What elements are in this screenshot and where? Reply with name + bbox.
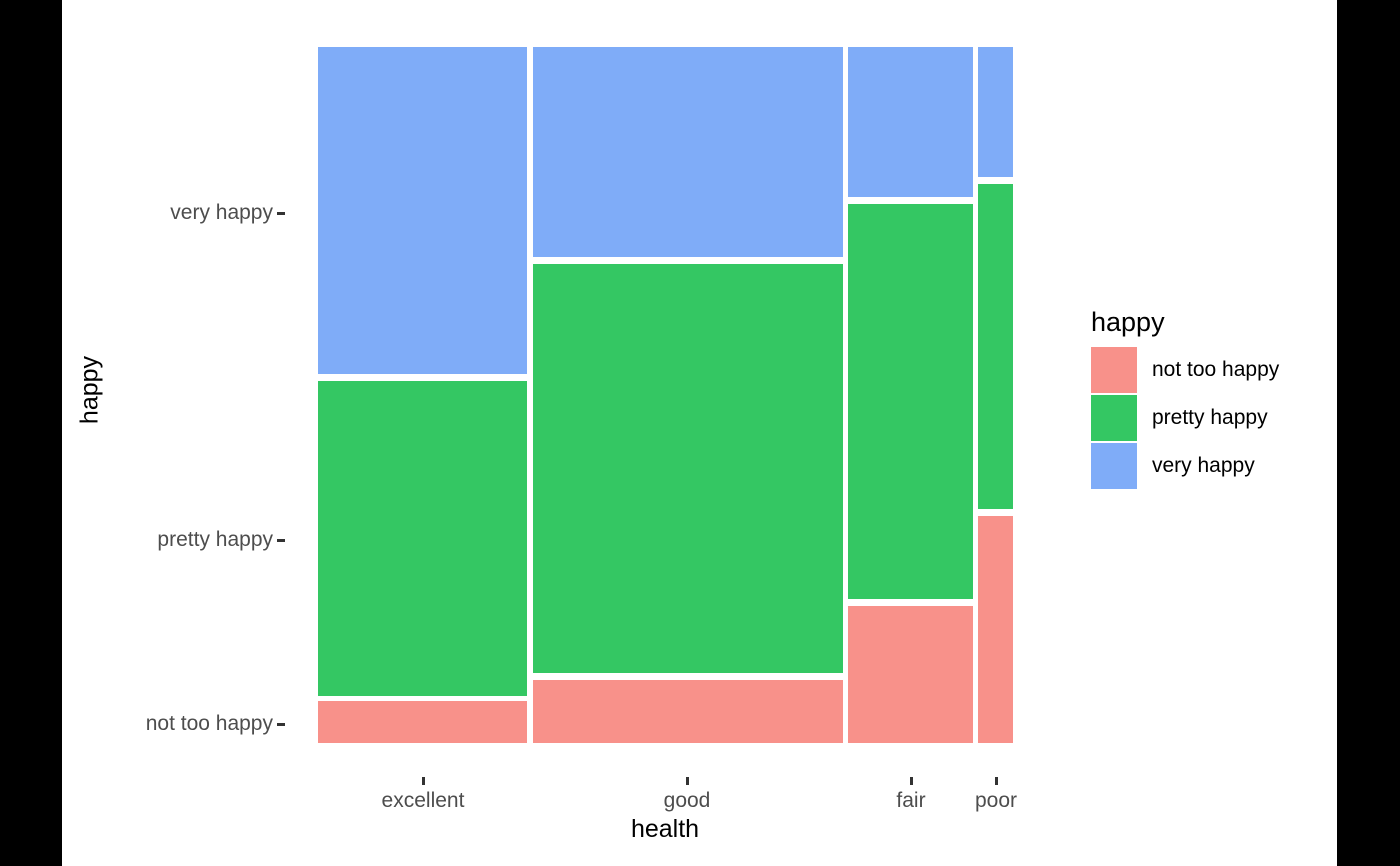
tile-poor-pretty-happy	[978, 184, 1013, 509]
x-tick-label-good: good	[663, 789, 711, 812]
x-tick-poor	[995, 777, 998, 785]
legend-title: happy	[1091, 307, 1165, 337]
tile-fair-not-too-happy	[848, 606, 973, 743]
legend-label: very happy	[1152, 454, 1255, 477]
y-tick-label-pretty-happy: pretty happy	[157, 528, 273, 551]
x-tick-label-poor: poor	[974, 789, 1018, 812]
y-tick-label-not-too-happy: not too happy	[145, 712, 273, 735]
x-tick-label-excellent: excellent	[381, 789, 465, 812]
tile-excellent-not-too-happy	[318, 701, 527, 743]
legend-item-not-too-happy: not too happy	[1091, 347, 1279, 393]
legend-item-very-happy: very happy	[1091, 443, 1279, 489]
legend-swatch-pretty-happy-icon	[1091, 395, 1137, 441]
x-axis-title: health	[630, 815, 700, 843]
legend-item-pretty-happy: pretty happy	[1091, 395, 1279, 441]
legend: happy not too happy pretty happy very ha…	[1091, 306, 1279, 491]
legend-swatch-not-too-happy-icon	[1091, 347, 1137, 393]
legend-label: not too happy	[1152, 358, 1280, 381]
tile-fair-very-happy	[848, 47, 973, 197]
tile-good-not-too-happy	[533, 680, 843, 743]
tile-poor-not-too-happy	[978, 516, 1013, 743]
x-tick-fair	[910, 777, 913, 785]
x-tick-excellent	[422, 777, 425, 785]
plot-canvas: excellent good fair poor very happy pretty h…	[62, 0, 1337, 866]
x-tick-good	[686, 777, 689, 785]
tile-fair-pretty-happy	[848, 204, 973, 599]
legend-label: pretty happy	[1152, 406, 1268, 429]
tile-good-very-happy	[533, 47, 843, 257]
y-tick-very-happy	[277, 212, 285, 215]
y-tick-pretty-happy	[277, 539, 285, 542]
tile-excellent-pretty-happy	[318, 381, 527, 696]
y-tick-not-too-happy	[277, 723, 285, 726]
y-axis-title: happy	[75, 355, 104, 425]
y-tick-label-very-happy: very happy	[170, 201, 273, 224]
tile-excellent-very-happy	[318, 47, 527, 374]
x-tick-label-fair: fair	[896, 789, 926, 812]
tile-good-pretty-happy	[533, 264, 843, 673]
mosaic-panel	[318, 47, 1013, 743]
tile-poor-very-happy	[978, 47, 1013, 177]
legend-swatch-very-happy-icon	[1091, 443, 1137, 489]
